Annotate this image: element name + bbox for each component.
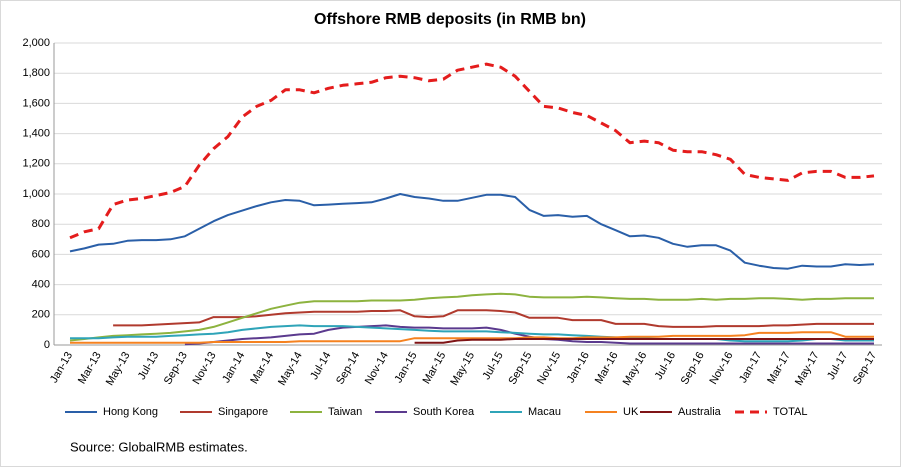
legend-label: UK [623, 406, 639, 418]
legend-label: Taiwan [328, 406, 362, 418]
y-tick-label: 1,200 [22, 158, 50, 170]
series-line [69, 62, 875, 240]
legend-label: TOTAL [773, 406, 807, 418]
y-tick-label: 400 [32, 279, 50, 291]
series-line [70, 331, 874, 344]
legend-label: Macau [528, 406, 561, 418]
series-line [70, 324, 874, 343]
y-tick-label: 600 [32, 248, 50, 260]
y-tick-label: 0 [44, 339, 50, 351]
series-line [414, 338, 874, 344]
y-tick-label: 2,000 [22, 37, 50, 49]
series-line [69, 292, 874, 342]
legend-label: Australia [678, 406, 722, 418]
legend-label: Singapore [218, 406, 268, 418]
y-tick-label: 1,400 [22, 128, 50, 140]
series-line [113, 309, 874, 328]
legend-label: Hong Kong [103, 406, 158, 418]
y-tick-label: 200 [32, 309, 50, 321]
source-note: Source: GlobalRMB estimates. [70, 439, 248, 454]
y-tick-label: 800 [32, 218, 50, 230]
legend-label: South Korea [413, 406, 475, 418]
chart-title: Offshore RMB deposits (in RMB bn) [314, 11, 586, 28]
series-line [69, 193, 875, 270]
y-tick-label: 1,800 [22, 67, 50, 79]
y-tick-label: 1,000 [22, 188, 50, 200]
y-tick-label: 1,600 [22, 97, 50, 109]
